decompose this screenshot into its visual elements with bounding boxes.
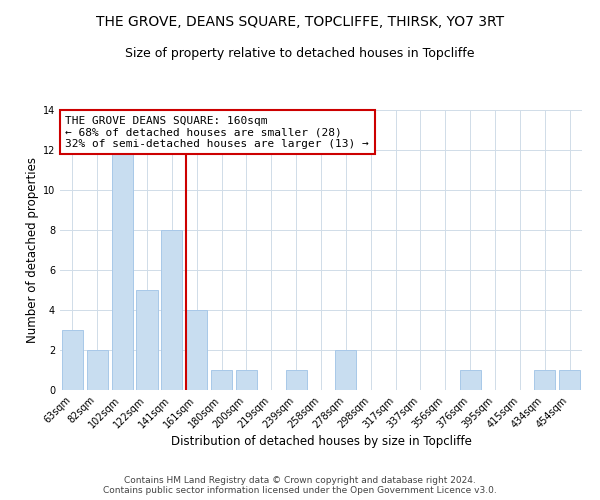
- Bar: [87, 350, 108, 390]
- Bar: [460, 370, 481, 390]
- X-axis label: Distribution of detached houses by size in Topcliffe: Distribution of detached houses by size …: [170, 436, 472, 448]
- Bar: [186, 310, 207, 390]
- Bar: [161, 230, 182, 390]
- Bar: [211, 370, 232, 390]
- Bar: [286, 370, 307, 390]
- Bar: [62, 330, 83, 390]
- Bar: [136, 290, 158, 390]
- Bar: [112, 150, 133, 390]
- Text: Size of property relative to detached houses in Topcliffe: Size of property relative to detached ho…: [125, 48, 475, 60]
- Bar: [534, 370, 555, 390]
- Text: THE GROVE, DEANS SQUARE, TOPCLIFFE, THIRSK, YO7 3RT: THE GROVE, DEANS SQUARE, TOPCLIFFE, THIR…: [96, 15, 504, 29]
- Bar: [335, 350, 356, 390]
- Bar: [236, 370, 257, 390]
- Text: THE GROVE DEANS SQUARE: 160sqm
← 68% of detached houses are smaller (28)
32% of : THE GROVE DEANS SQUARE: 160sqm ← 68% of …: [65, 116, 369, 149]
- Text: Contains HM Land Registry data © Crown copyright and database right 2024.
Contai: Contains HM Land Registry data © Crown c…: [103, 476, 497, 495]
- Bar: [559, 370, 580, 390]
- Y-axis label: Number of detached properties: Number of detached properties: [26, 157, 38, 343]
